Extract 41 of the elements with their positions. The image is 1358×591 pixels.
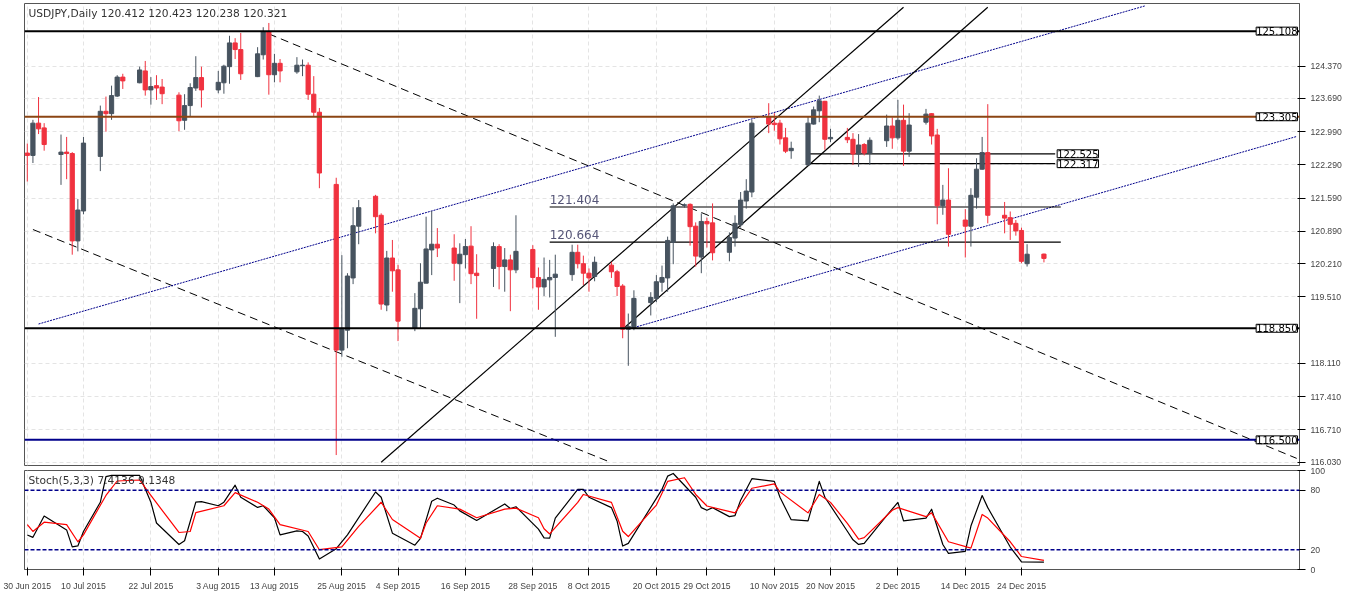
x-tick-label: 30 Jun 2015	[3, 580, 52, 591]
y-tick-label: 100	[1310, 465, 1326, 476]
x-tick-label: 2 Dec 2015	[875, 580, 921, 591]
annotation: 120.664	[549, 228, 600, 243]
y-tick-label: 20	[1310, 544, 1321, 555]
x-tick-label: 29 Oct 2015	[683, 580, 731, 591]
x-tick-label: 3 Aug 2015	[196, 580, 241, 591]
annotation: 122.317	[1057, 158, 1099, 170]
x-tick-label: 28 Sep 2015	[508, 580, 558, 591]
x-tick-label: 8 Oct 2015	[567, 580, 611, 591]
x-tick-label: 20 Oct 2015	[632, 580, 681, 591]
x-tick-label: 13 Aug 2015	[249, 580, 299, 591]
y-tick-label: 0	[1310, 564, 1316, 575]
x-tick-label: 16 Sep 2015	[440, 580, 491, 591]
y-tick-label: 124.370	[1310, 61, 1342, 72]
y-tick-label: 123.690	[1310, 93, 1342, 104]
y-tick-label: 122.290	[1310, 159, 1342, 170]
x-tick-label: 20 Nov 2015	[805, 580, 856, 591]
y-tick-label: 80	[1310, 485, 1321, 496]
y-tick-label: 118.110	[1310, 358, 1341, 369]
x-tick-label: 10 Nov 2015	[749, 580, 800, 591]
y-tick-label: 120.210	[1310, 258, 1342, 269]
y-tick-label: 120.890	[1310, 226, 1342, 237]
y-tick-label: 122.990	[1310, 126, 1342, 137]
chart-title: USDJPY,Daily 120.412 120.423 120.238 120.321	[28, 6, 288, 20]
annotation: 122.525	[1057, 148, 1099, 160]
x-tick-label: 14 Dec 2015	[940, 580, 991, 591]
ref-line-label: 123.305	[1256, 111, 1298, 123]
x-tick-label: 10 Jul 2015	[61, 580, 107, 591]
ref-line-label: 125.108	[1256, 26, 1298, 38]
x-tick-label: 22 Jul 2015	[128, 580, 174, 591]
y-tick-label: 116.030	[1310, 457, 1342, 468]
x-tick-label: 25 Aug 2015	[317, 580, 367, 591]
x-tick-label: 24 Dec 2015	[996, 580, 1047, 591]
y-tick-label: 116.710	[1310, 424, 1342, 435]
y-tick-label: 121.590	[1310, 193, 1342, 204]
x-tick-label: 4 Sep 2015	[375, 580, 421, 591]
ref-line-label: 118.850	[1256, 323, 1298, 335]
y-tick-label: 117.410	[1310, 391, 1342, 402]
annotation: 121.404	[549, 193, 600, 208]
y-tick-label: 119.510	[1310, 291, 1342, 302]
